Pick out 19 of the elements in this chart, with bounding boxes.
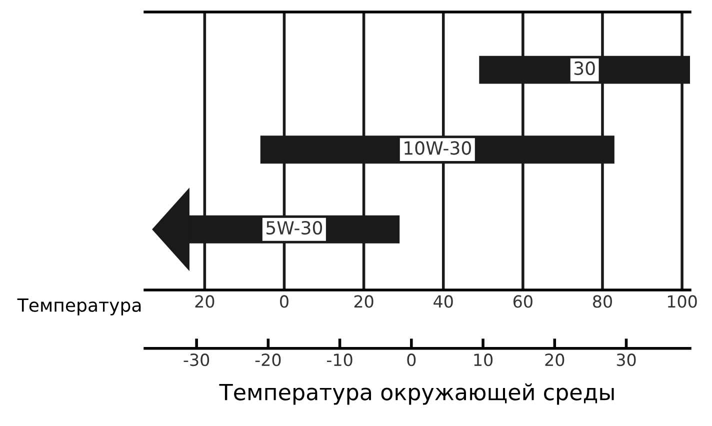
x2-tick-label: 10 — [474, 354, 493, 366]
x-tick-label: 40 — [434, 295, 453, 308]
x-tick-label: 60 — [513, 295, 532, 308]
x2-tick-label: -30 — [184, 354, 210, 366]
annotation: 30 — [574, 61, 595, 76]
x-tick-label: 80 — [593, 295, 612, 308]
annotation: 10W-30 — [404, 141, 471, 155]
annotation: 5W-30 — [266, 220, 322, 235]
x-tick-label: 20 — [195, 295, 214, 308]
x-tick-label: 0 — [280, 295, 288, 308]
x-tick-label: 100 — [668, 295, 697, 308]
x2-axis-title: Температура окружающей среды — [219, 383, 614, 405]
x-axis-title: Температура — [17, 298, 141, 316]
x2-tick-label: 20 — [545, 354, 564, 366]
x2-tick-label: -20 — [255, 354, 281, 366]
x-tick-label: 20 — [354, 295, 374, 308]
x2-tick-label: -10 — [327, 354, 352, 366]
x2-tick-label: 0 — [407, 354, 416, 366]
x2-tick-label: 30 — [616, 354, 636, 366]
